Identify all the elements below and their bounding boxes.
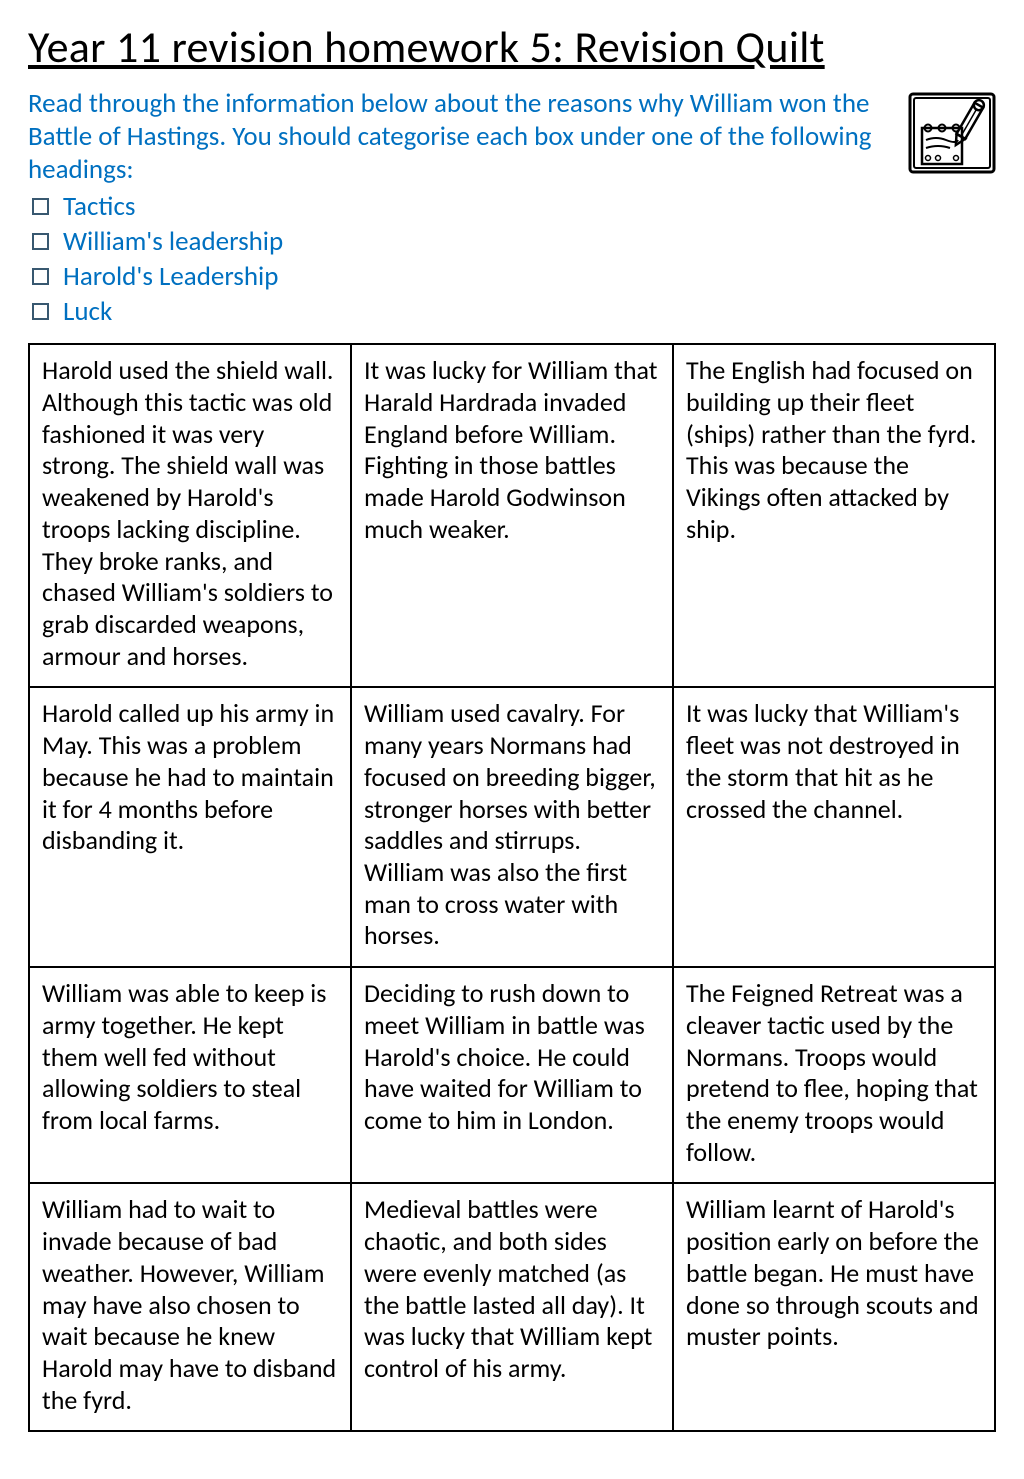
intro-text: Read through the information below about… — [28, 88, 896, 187]
quilt-cell: It was lucky for William that Harald Har… — [351, 344, 673, 687]
quilt-cell: William had to wait to invade because of… — [29, 1183, 351, 1431]
heading-label: Harold's Leadership — [63, 259, 278, 294]
revision-quilt-table: Harold used the shield wall. Although th… — [28, 343, 996, 1432]
quilt-cell: William was able to keep is army togethe… — [29, 967, 351, 1183]
quilt-cell: Harold used the shield wall. Although th… — [29, 344, 351, 687]
checkbox-icon — [32, 198, 49, 215]
headings-list: Tactics William's leadership Harold's Le… — [28, 189, 996, 329]
quilt-cell: William used cavalry. For many years Nor… — [351, 687, 673, 967]
quilt-cell: William learnt of Harold's position earl… — [673, 1183, 995, 1431]
page-title: Year 11 revision homework 5: Revision Qu… — [28, 20, 996, 74]
checkbox-icon — [32, 268, 49, 285]
checkbox-icon — [32, 303, 49, 320]
heading-item: Harold's Leadership — [28, 259, 996, 294]
notepad-pencil-icon — [908, 92, 996, 174]
quilt-cell: Harold called up his army in May. This w… — [29, 687, 351, 967]
quilt-cell: Medieval battles were chaotic, and both … — [351, 1183, 673, 1431]
heading-label: Tactics — [63, 189, 135, 224]
table-row: William was able to keep is army togethe… — [29, 967, 995, 1183]
heading-label: William's leadership — [63, 224, 283, 259]
heading-item: William's leadership — [28, 224, 996, 259]
quilt-cell: The Feigned Retreat was a cleaver tactic… — [673, 967, 995, 1183]
quilt-cell: The English had focused on building up t… — [673, 344, 995, 687]
table-row: Harold used the shield wall. Although th… — [29, 344, 995, 687]
heading-label: Luck — [63, 294, 112, 329]
heading-item: Luck — [28, 294, 996, 329]
table-row: William had to wait to invade because of… — [29, 1183, 995, 1431]
heading-item: Tactics — [28, 189, 996, 224]
quilt-cell: Deciding to rush down to meet William in… — [351, 967, 673, 1183]
intro-section: Read through the information below about… — [28, 88, 996, 187]
table-row: Harold called up his army in May. This w… — [29, 687, 995, 967]
quilt-cell: It was lucky that William's fleet was no… — [673, 687, 995, 967]
checkbox-icon — [32, 233, 49, 250]
